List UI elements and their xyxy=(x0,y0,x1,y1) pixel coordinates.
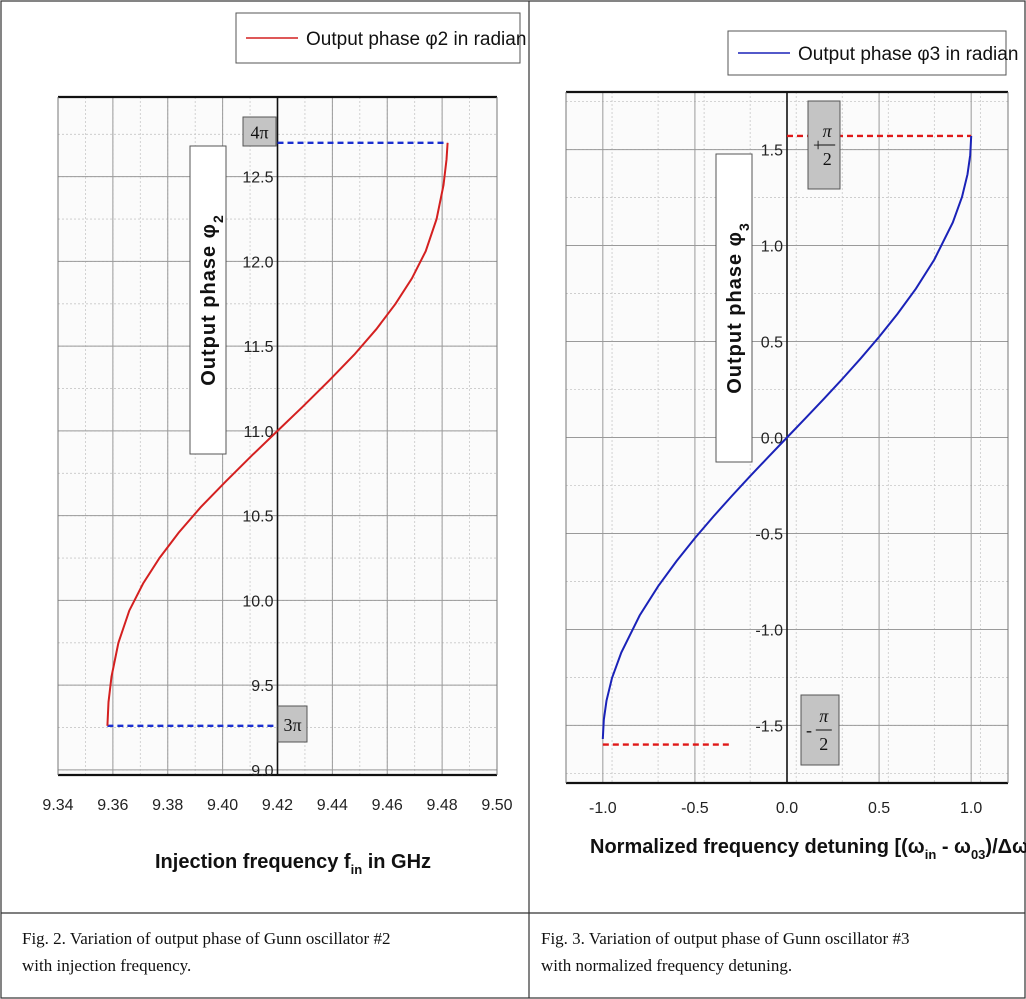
fig2-ref-label-box xyxy=(277,705,308,743)
fig2-y-tick-label: 9.5 xyxy=(251,678,273,695)
fig2-ref-label-box xyxy=(242,116,277,147)
fig3-x-tick-label: -1.0 xyxy=(589,800,617,817)
fig2-x-tick-label: 9.36 xyxy=(97,797,128,814)
fig3-ref-label-denominator: 2 xyxy=(819,734,828,754)
fig3-x-tick-label: -0.5 xyxy=(681,800,709,817)
fig2-x-tick-label: 9.44 xyxy=(317,797,348,814)
fig2-y-tick-label: 12.5 xyxy=(242,170,273,187)
fig3-y-axis-title: Output phase φ3 xyxy=(724,222,752,394)
fig3-ref-label-numerator: π xyxy=(823,121,833,141)
fig3-x-axis-title: Normalized frequency detuning [(ωin - ω0… xyxy=(590,836,1026,862)
fig2-ref-label: 4π xyxy=(250,123,268,143)
fig3-ref-label-denominator: 2 xyxy=(823,149,832,169)
fig2-ref-label: 3π xyxy=(283,715,301,735)
caption-fig3-line2: with normalized frequency detuning. xyxy=(541,956,793,975)
fig3-series-line xyxy=(601,135,973,740)
fig2-y-axis-title: Output phase φ2 xyxy=(198,214,226,386)
caption-fig2: Fig. 2. Variation of output phase of Gun… xyxy=(22,925,522,979)
fig2-y-tick-label: 11.0 xyxy=(244,424,274,441)
fig2-series-line xyxy=(106,142,449,726)
caption-fig3-line1: Fig. 3. Variation of output phase of Gun… xyxy=(541,929,910,948)
chart-fig3: -1.0 -0.5 0.0 0.5 1.0 -1.5 -1.0 -0.5 0.0 0.5 1.0 1.… xyxy=(565,30,1026,862)
fig2-y-title-box xyxy=(189,145,227,455)
fig2-x-tick-label: 9.38 xyxy=(152,797,183,814)
caption-fig2-line2: with injection frequency. xyxy=(22,956,192,975)
fig2-y-tick-label: 12.0 xyxy=(242,254,273,271)
fig3-y-tick-label: -1.5 xyxy=(755,718,783,735)
fig2-x-tick-label: 9.46 xyxy=(372,797,403,814)
fig2-x-tick-label: 9.42 xyxy=(262,797,293,814)
fig3-y-tick-label: 1.5 xyxy=(761,143,783,160)
fig3-y-tick-label: 1.0 xyxy=(761,239,783,256)
fig3-x-tick-label: 0.5 xyxy=(868,800,890,817)
fig2-y-tick-label: 11.5 xyxy=(244,339,274,356)
fig2-y-tick-label: 10.0 xyxy=(242,593,273,610)
fig2-legend-label: Output phase φ2 in radian xyxy=(306,29,526,50)
fig3-y-title-box xyxy=(715,153,753,463)
fig3-y-tick-label: 0.0 xyxy=(761,431,783,448)
chart-fig2: 9.34 9.36 9.38 9.40 9.42 9.44 9.46 9.48 9.50 9.0 9… xyxy=(42,12,526,877)
fig3-legend-label: Output phase φ3 in radian xyxy=(798,44,1018,65)
fig3-y-tick-label: 0.5 xyxy=(761,335,783,352)
fig2-x-tick-label: 9.50 xyxy=(481,797,512,814)
fig2-x-tick-label: 9.40 xyxy=(207,797,238,814)
fig2-x-axis-title: Injection frequency fin in GHz xyxy=(155,851,431,877)
caption-fig2-line1: Fig. 2. Variation of output phase of Gun… xyxy=(22,929,391,948)
fig3-ref-label-sign: + xyxy=(813,135,823,155)
fig2-y-tick-label: 9.0 xyxy=(251,763,273,780)
fig3-x-tick-label: 1.0 xyxy=(960,800,982,817)
fig3-ref-label-numerator: π xyxy=(819,706,829,726)
fig3-x-tick-label: 0.0 xyxy=(776,800,798,817)
caption-fig3: Fig. 3. Variation of output phase of Gun… xyxy=(541,925,1021,979)
fig3-y-tick-label: -0.5 xyxy=(755,526,783,543)
fig2-x-tick-label: 9.48 xyxy=(427,797,458,814)
fig3-y-tick-label: -1.0 xyxy=(755,622,783,639)
fig2-x-tick-label: 9.34 xyxy=(42,797,73,814)
fig3-ref-label-sign: - xyxy=(806,720,812,740)
fig2-y-tick-label: 10.5 xyxy=(242,509,273,526)
